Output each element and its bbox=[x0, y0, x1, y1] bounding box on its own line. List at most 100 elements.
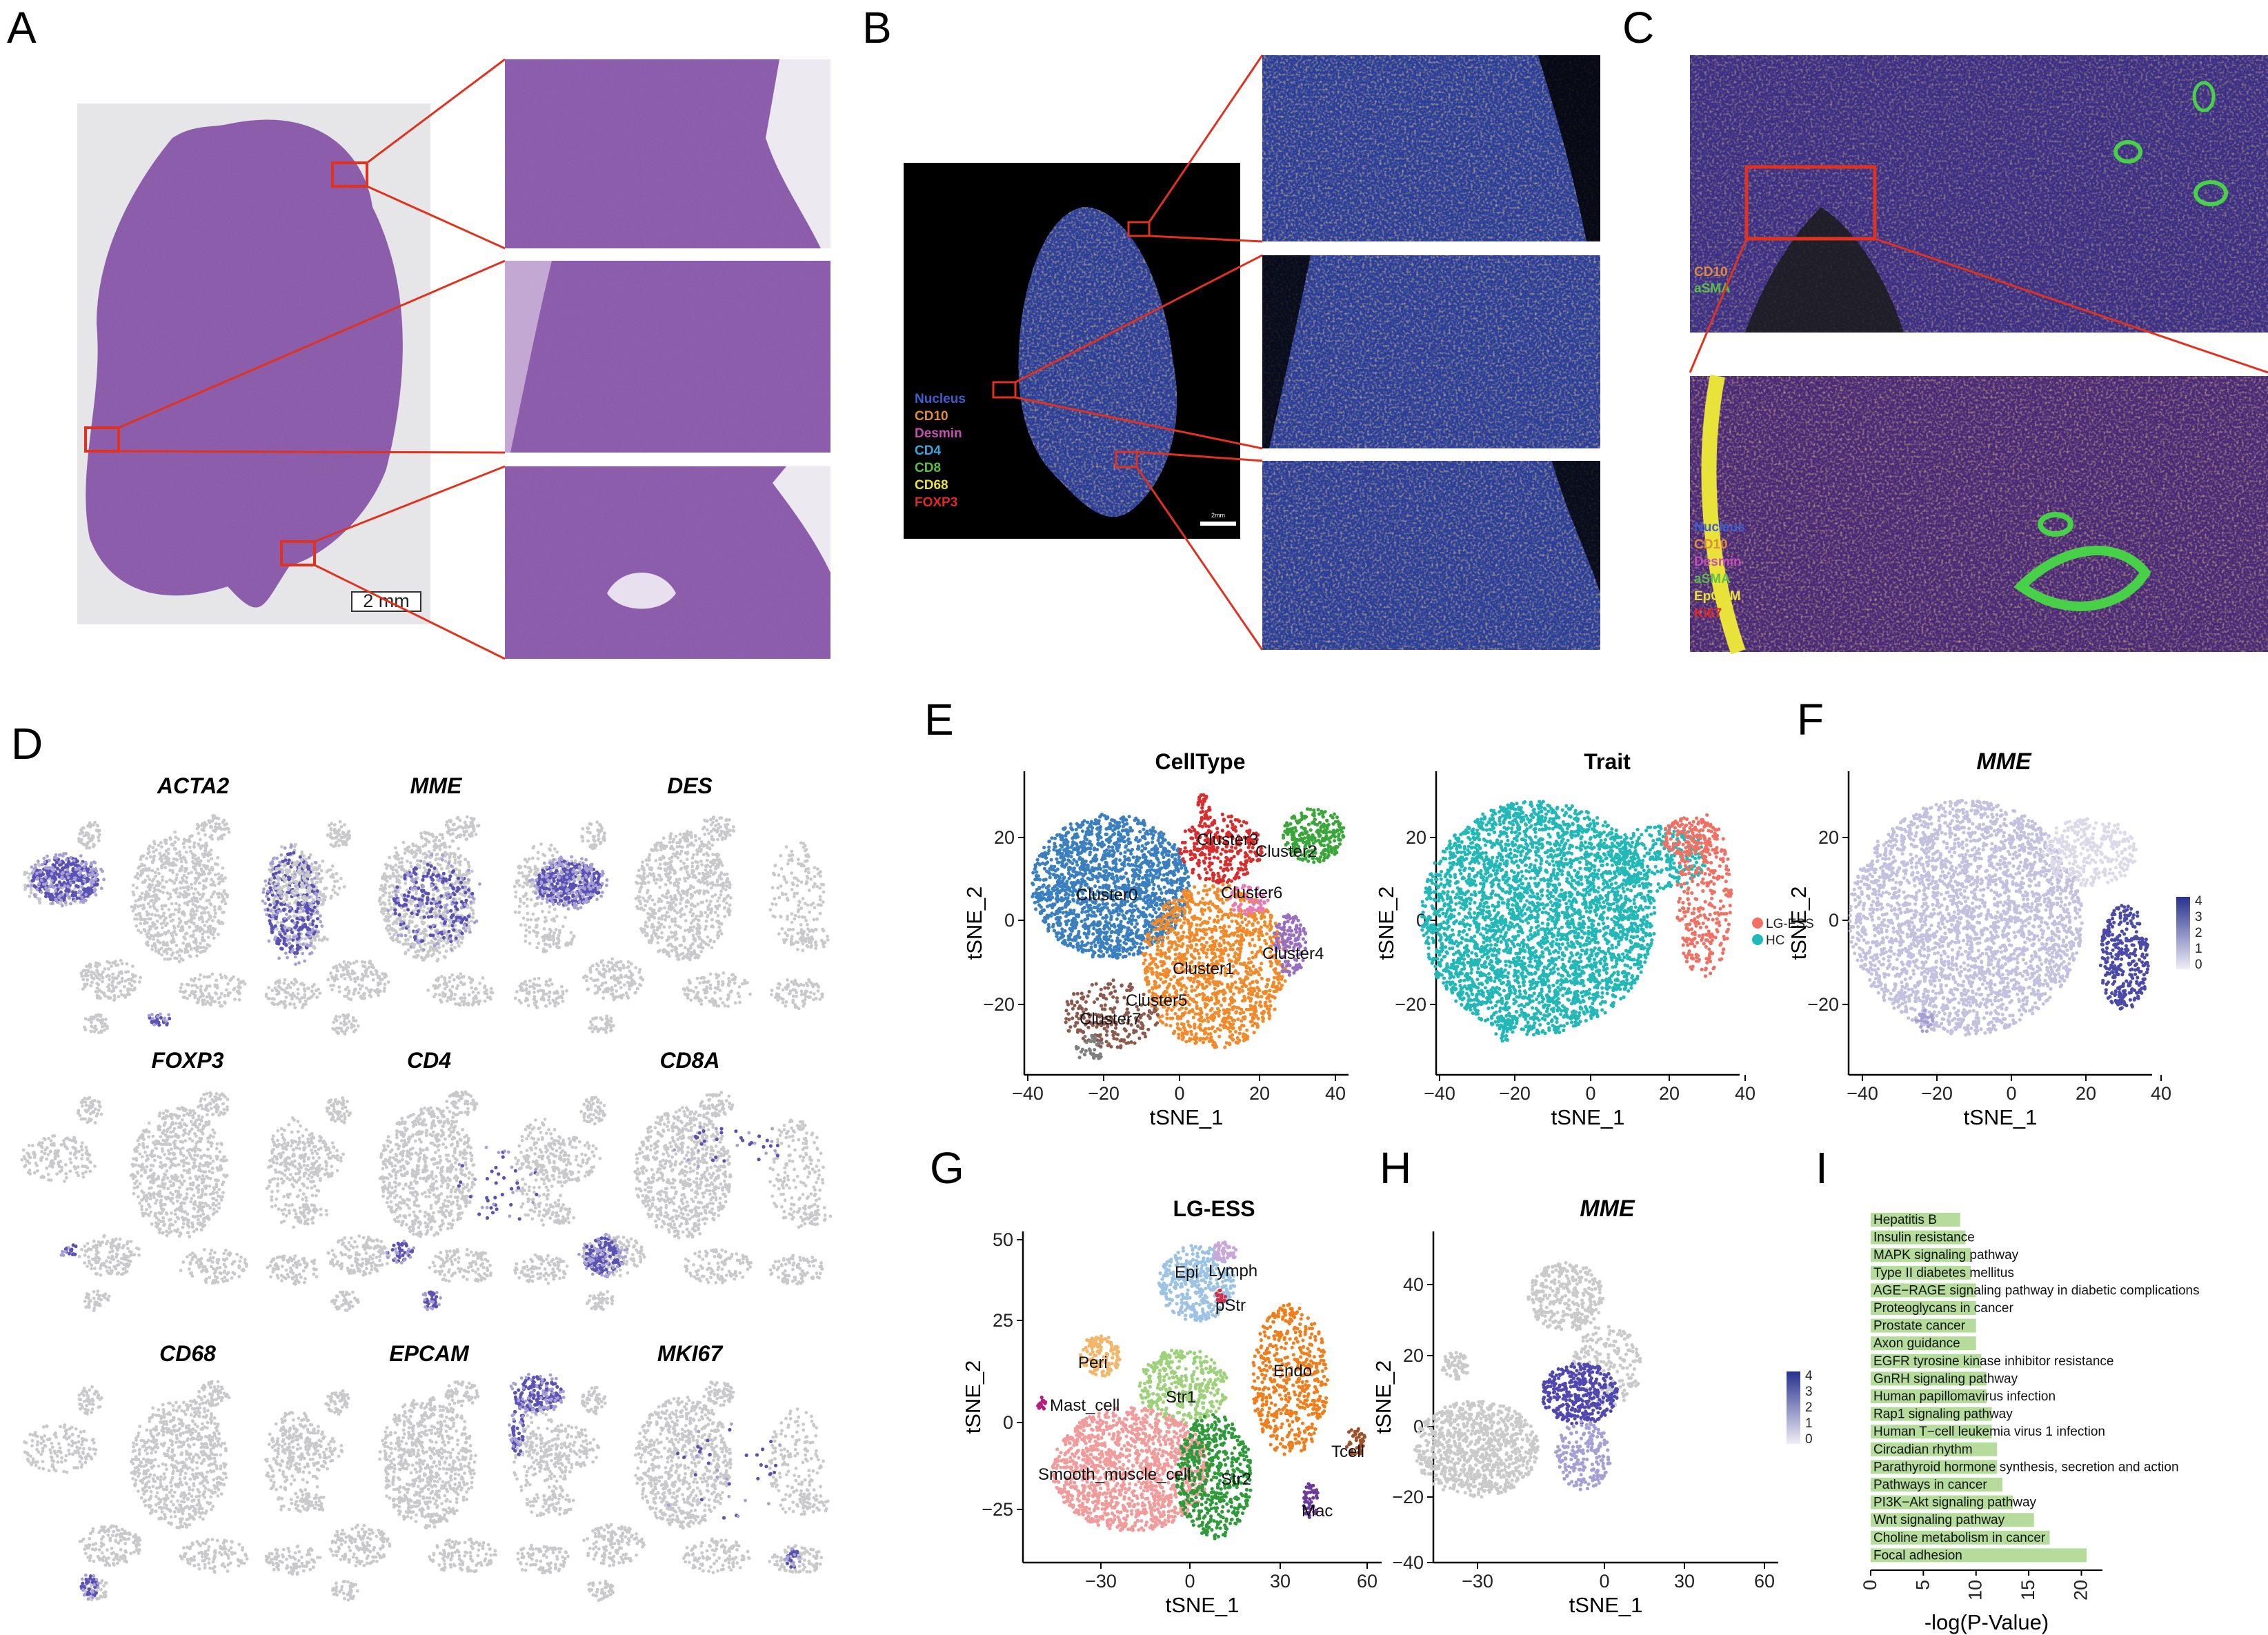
feature-background-cell-point bbox=[410, 865, 413, 869]
feature-background-cell-point bbox=[101, 971, 105, 974]
feature-background-cell-point bbox=[107, 967, 110, 971]
feature-background-cell-point bbox=[117, 963, 120, 967]
feature-background-cell-point bbox=[148, 878, 151, 881]
feature-background-cell-point bbox=[84, 974, 88, 978]
feature-background-cell-point bbox=[160, 845, 163, 849]
feature-background-cell-point bbox=[295, 996, 299, 1000]
feature-background-cell-point bbox=[156, 868, 159, 871]
feature-background-cell-point bbox=[411, 915, 415, 919]
feature-background-cell-point bbox=[275, 927, 279, 931]
feature-background-cell-point bbox=[154, 898, 157, 902]
feature-low-expressing-cell-point bbox=[41, 863, 44, 866]
feature-low-expressing-cell-point bbox=[59, 886, 62, 890]
panel-label-f: F bbox=[1797, 695, 1824, 744]
feature-background-cell-point bbox=[306, 871, 310, 874]
feature-background-cell-point bbox=[290, 981, 293, 984]
feature-background-cell-point bbox=[338, 886, 341, 890]
feature-low-expressing-cell-point bbox=[288, 906, 292, 910]
feature-background-cell-point bbox=[119, 959, 123, 962]
feature-background-cell-point bbox=[192, 892, 196, 895]
feature-background-cell-point bbox=[384, 883, 387, 886]
feature-low-expressing-cell-point bbox=[78, 873, 81, 876]
feature-background-cell-point bbox=[181, 928, 184, 931]
feature-background-cell-point bbox=[137, 898, 140, 902]
feature-background-cell-point bbox=[397, 874, 401, 878]
feature-background-cell-point bbox=[319, 891, 322, 894]
feature-background-cell-point bbox=[191, 908, 195, 911]
feature-background-cell-point bbox=[425, 855, 428, 859]
panel-c: CD10 aSMA Nucleus CD10 Desmin aSMA EpCAM… bbox=[1690, 55, 2268, 652]
feature-background-cell-point bbox=[312, 983, 316, 987]
feature-background-cell-point bbox=[194, 887, 197, 891]
feature-background-cell-point bbox=[312, 946, 316, 949]
feature-background-cell-point bbox=[136, 873, 139, 876]
feature-low-expressing-cell-point bbox=[60, 876, 63, 880]
mif-legend-cd8: CD8 bbox=[915, 461, 941, 475]
feature-background-cell-point bbox=[201, 950, 204, 953]
feature-background-cell-point bbox=[165, 880, 168, 884]
feature-background-cell-point bbox=[219, 973, 222, 977]
feature-background-cell-point bbox=[210, 973, 214, 976]
feature-expressing-cell-point bbox=[71, 891, 74, 894]
feature-background-cell-point bbox=[188, 893, 191, 896]
feature-background-cell-point bbox=[147, 931, 150, 935]
feature-background-cell-point bbox=[143, 918, 147, 922]
feature-background-cell-point bbox=[210, 895, 213, 899]
feature-background-cell-point bbox=[143, 906, 146, 910]
feature-background-cell-point bbox=[379, 902, 383, 906]
feature-background-cell-point bbox=[453, 946, 457, 949]
feature-background-cell-point bbox=[106, 974, 110, 978]
feature-background-cell-point bbox=[139, 918, 143, 921]
feature-background-cell-point bbox=[214, 873, 217, 877]
feature-expressing-cell-point bbox=[295, 924, 298, 927]
feature-background-cell-point bbox=[393, 855, 397, 858]
feature-background-cell-point bbox=[433, 907, 437, 911]
feature-background-cell-point bbox=[182, 935, 186, 939]
feature-background-cell-point bbox=[299, 982, 303, 986]
feature-background-cell-point bbox=[215, 816, 219, 820]
feature-background-cell-point bbox=[423, 866, 426, 870]
feature-background-cell-point bbox=[166, 857, 169, 860]
feature-background-cell bbox=[130, 831, 230, 964]
feature-low-expressing-cell-point bbox=[44, 866, 48, 870]
feature-low-expressing-cell-point bbox=[302, 909, 306, 913]
feature-background-cell-point bbox=[306, 889, 310, 893]
feature-background-cell-point bbox=[434, 843, 437, 846]
feature-background-cell-point bbox=[85, 846, 88, 850]
feature-low-expressing-cell-point bbox=[80, 862, 83, 865]
feature-background-cell-point bbox=[152, 878, 156, 881]
feature-background-cell-point bbox=[149, 927, 152, 931]
feature-background-cell-point bbox=[423, 921, 426, 924]
mif-legend-cd10: CD10 bbox=[915, 409, 948, 424]
feature-background-cell-point bbox=[203, 930, 206, 933]
feature-background-cell-point bbox=[448, 870, 451, 873]
feature-background-cell-point bbox=[384, 891, 388, 895]
feature-low-expressing-cell-point bbox=[307, 884, 310, 887]
feature-background-cell-point bbox=[101, 980, 104, 983]
feature-low-expressing-cell-point bbox=[284, 951, 288, 955]
feature-low-expressing-cell-point bbox=[278, 931, 281, 934]
feature-background-cell-point bbox=[401, 868, 405, 871]
feature-background-cell-point bbox=[155, 949, 158, 953]
feature-low-expressing-cell-point bbox=[66, 885, 70, 889]
feature-background-cell-point bbox=[192, 862, 195, 865]
feature-background-cell-point bbox=[310, 995, 314, 998]
feature-background-cell-point bbox=[185, 944, 188, 947]
feature-background-cell-point bbox=[335, 872, 339, 875]
mif-zoom-middle bbox=[1262, 255, 1600, 448]
feature-background-cell-point bbox=[88, 846, 91, 850]
feature-background-cell-point bbox=[168, 947, 171, 951]
feature-low-expressing-cell-point bbox=[150, 1013, 154, 1016]
feature-background-cell-point bbox=[294, 843, 297, 846]
feature-background-cell-point bbox=[112, 980, 115, 983]
feature-background-cell-point bbox=[207, 935, 210, 939]
feature-background-cell-point bbox=[194, 877, 197, 880]
feature-background-cell-point bbox=[174, 835, 177, 839]
feature-background-cell-point bbox=[414, 925, 417, 929]
feature-background-cell-point bbox=[208, 902, 212, 906]
feature-background-cell-point bbox=[123, 994, 126, 998]
feature-background-cell-point bbox=[455, 867, 458, 871]
feature-background-cell-point bbox=[421, 909, 425, 913]
feature-background-cell-point bbox=[331, 889, 335, 892]
feature-background-cell-point bbox=[143, 928, 146, 931]
